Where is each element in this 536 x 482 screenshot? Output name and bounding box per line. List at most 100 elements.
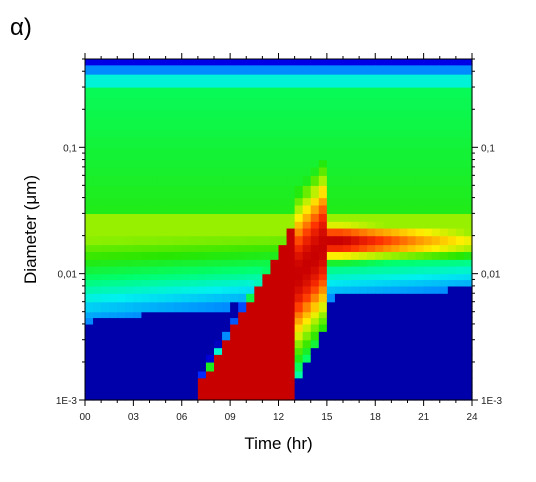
heatmap-cell (189, 213, 199, 222)
heatmap-cell (157, 137, 167, 148)
heatmap-cell (391, 59, 401, 66)
heatmap-cell (439, 361, 449, 372)
heatmap-cell (246, 323, 255, 332)
heatmap-cell (391, 311, 401, 319)
heatmap-cell (262, 285, 272, 294)
heatmap-cell (359, 265, 368, 275)
heatmap-cell (117, 354, 126, 363)
heatmap-cell (101, 74, 110, 88)
heatmap-cell (383, 59, 392, 66)
heatmap-cell (262, 301, 272, 313)
heatmap-cell (318, 251, 328, 260)
heatmap-cell (326, 244, 336, 253)
heatmap-cell (343, 128, 352, 138)
heatmap-cell (367, 235, 376, 246)
heatmap-cell (351, 293, 360, 303)
heatmap-cell (238, 301, 247, 313)
heatmap-cell (359, 317, 368, 325)
heatmap-cell (383, 185, 392, 199)
heatmap-cell (270, 221, 280, 229)
heatmap-cell (205, 244, 215, 253)
heatmap-cell (197, 197, 207, 206)
heatmap-cell (157, 259, 167, 267)
heatmap-cell (270, 204, 280, 214)
heatmap-cell (286, 323, 296, 332)
heatmap-cell (189, 137, 199, 148)
heatmap-cell (157, 109, 167, 119)
heatmap-cell (109, 197, 118, 206)
heatmap-cell (318, 273, 328, 281)
heatmap-cell (109, 59, 118, 66)
heatmap-cell (254, 259, 263, 267)
heatmap-cell (230, 347, 239, 355)
heatmap-cell (463, 251, 473, 260)
heatmap-cell (407, 279, 417, 287)
heatmap-cell (286, 377, 296, 387)
heatmap-cell (189, 221, 199, 229)
heatmap-cell (375, 64, 384, 75)
heatmap-cell (222, 87, 231, 98)
heatmap-cell (383, 317, 392, 325)
heatmap-cell (133, 175, 143, 186)
heatmap-cell (157, 339, 167, 349)
heatmap-cell (230, 227, 239, 237)
heatmap-cell (197, 259, 207, 267)
heatmap-cell (189, 273, 199, 281)
heatmap-cell (165, 185, 175, 199)
heatmap-cell (294, 97, 304, 110)
heatmap-cell (439, 293, 449, 303)
heatmap-cell (117, 377, 126, 387)
heatmap-cell (165, 279, 175, 287)
heatmap-cell (334, 370, 344, 379)
heatmap-cell (463, 385, 473, 393)
heatmap-cell (133, 311, 143, 319)
heatmap-cell (117, 137, 126, 148)
heatmap-cell (447, 137, 457, 148)
heatmap-cell (133, 293, 143, 303)
heatmap-cell (326, 128, 336, 138)
heatmap-cell (117, 235, 126, 246)
heatmap-cell (165, 64, 175, 75)
heatmap-cell (326, 392, 336, 401)
heatmap-cell (415, 159, 425, 168)
heatmap-cell (351, 317, 360, 325)
heatmap-cell (157, 59, 167, 66)
heatmap-cell (415, 301, 425, 313)
heatmap-cell (278, 128, 288, 138)
heatmap-cell (415, 347, 425, 355)
heatmap-cell (455, 118, 465, 130)
heatmap-cell (85, 221, 94, 229)
heatmap-cell (230, 166, 239, 176)
heatmap-cell (181, 244, 191, 253)
heatmap-cell (93, 259, 102, 267)
heatmap-cell (367, 392, 376, 401)
heatmap-cell (109, 361, 118, 372)
heatmap-cell (222, 293, 231, 303)
heatmap-cell (407, 370, 417, 379)
heatmap-cell (431, 197, 441, 206)
heatmap-cell (117, 197, 126, 206)
heatmap-cell (246, 244, 255, 253)
heatmap-cell (270, 175, 280, 186)
heatmap-cell (222, 265, 231, 275)
heatmap-cell (407, 204, 417, 214)
heatmap-cell (326, 377, 336, 387)
heatmap-cell (197, 273, 207, 281)
heatmap-cell (125, 293, 134, 303)
heatmap-cell (391, 370, 401, 379)
heatmap-cell (415, 370, 425, 379)
heatmap-cell (214, 273, 223, 281)
heatmap-cell (383, 118, 392, 130)
heatmap-cell (310, 251, 320, 260)
heatmap-cell (230, 301, 239, 313)
heatmap-cell (109, 159, 118, 168)
heatmap-cell (230, 265, 239, 275)
heatmap-cell (254, 97, 263, 110)
heatmap-cell (318, 118, 328, 130)
heatmap-cell (326, 259, 336, 267)
heatmap-cell (351, 87, 360, 98)
heatmap-cell (367, 159, 376, 168)
heatmap-cell (157, 159, 167, 168)
heatmap-cell (415, 354, 425, 363)
heatmap-cell (318, 97, 328, 110)
